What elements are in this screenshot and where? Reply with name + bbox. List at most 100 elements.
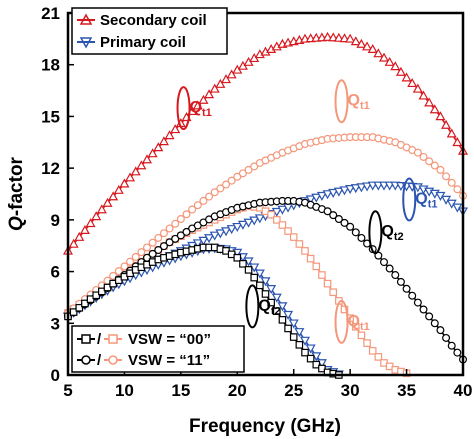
legend-slash: / [97,331,102,348]
x-tick-label-15: 15 [171,381,190,400]
data-point-33 [250,273,259,282]
data-point-53 [363,339,371,347]
x-tick-label-40: 40 [454,381,473,400]
data-point-69 [453,185,462,194]
data-point-38 [277,302,288,312]
data-point-23 [192,239,203,249]
data-point-46 [322,190,333,200]
data-point-8 [108,191,119,201]
legend-top: Secondary coil Primary coil [71,7,228,55]
x-tick-label-20: 20 [228,381,247,400]
data-point-32 [244,266,253,274]
data-point-67 [442,333,451,342]
data-point-11 [125,172,136,182]
data-point-36 [267,298,275,307]
data-point-60 [401,72,412,82]
data-point-10 [119,178,130,188]
y-tick-label-0: 0 [51,366,60,385]
data-point-49 [340,305,349,314]
data-point-59 [396,277,405,286]
data-point-54 [367,43,378,54]
data-point-25 [205,192,214,201]
data-point-57 [384,56,395,66]
data-point-18 [165,224,174,233]
data-point-34 [254,214,265,224]
legend-item-primary-coil: Primary coil [77,34,186,51]
annotation-0: Qt1 [176,86,212,131]
plot-annotations: Qt1 Qt1 Qt1 Qt2 Qt2 Qt1 [176,79,437,344]
data-point-26 [210,188,219,197]
data-point-66 [436,326,445,335]
data-point-12 [130,166,141,176]
data-point-42 [301,348,309,357]
data-point-50 [346,222,355,231]
data-point-29 [227,176,236,185]
annotation-ellipse-3 [368,210,383,255]
legend-marker-triangle-down [79,37,93,49]
data-point-26 [209,231,220,241]
data-point-42 [299,336,311,346]
x-tick-label-25: 25 [284,381,303,400]
data-point-50 [345,185,356,195]
data-point-47 [328,188,339,198]
data-point-39 [284,324,292,333]
data-point-46 [323,207,332,216]
data-point-12 [131,252,140,261]
data-point-51 [351,228,360,237]
legend-marker-circle-salmon [108,355,118,365]
data-point-18 [164,130,175,140]
annotation-label-5: Qt1 [348,313,370,333]
data-point-64 [425,157,434,166]
y-tick-label-3: 3 [51,314,60,333]
data-point-27 [216,184,225,193]
data-point-51 [351,322,360,331]
data-point-28 [220,74,232,84]
data-point-1 [68,238,79,248]
data-point-7 [102,197,113,207]
data-point-40 [289,233,298,241]
data-point-25 [204,234,215,244]
data-point-67 [441,119,452,129]
data-point-2 [74,231,85,241]
plot-frame [66,11,465,377]
data-point-24 [198,94,209,104]
data-point-68 [447,341,456,350]
annotation-label-2: Qt1 [415,190,437,210]
annotation-3: Qt2 [368,210,404,255]
legend-marker-triangle-up [79,13,93,25]
data-point-31 [239,260,247,268]
data-point-41 [294,328,305,338]
data-point-19 [170,124,181,134]
data-point-36 [267,210,275,219]
data-point-40 [288,319,299,329]
data-point-29 [226,225,237,235]
data-point-43 [306,254,315,263]
data-point-33 [250,162,259,171]
legend-item-vsw-00: / VSW = “00” [77,331,211,348]
data-point-50 [345,33,356,43]
data-point-22 [188,205,197,214]
data-point-20 [176,231,185,240]
data-point-47 [329,211,338,220]
data-point-58 [391,271,400,280]
data-point-10 [120,262,129,271]
data-point-2 [75,303,84,312]
data-point-69 [453,348,462,357]
data-point-25 [204,89,215,99]
data-point-20 [176,214,185,223]
data-point-60 [402,284,411,293]
data-point-13 [136,160,147,170]
legend-label-primary-coil: Primary coil [100,34,186,51]
data-point-14 [143,243,152,252]
data-point-19 [171,234,180,243]
legend-label-vsw-00: VSW = “00” [128,331,211,348]
data-point-32 [244,165,253,174]
data-point-35 [260,277,271,287]
data-point-66 [435,111,446,121]
legend-slash: / [97,352,102,369]
data-point-7 [103,283,112,292]
data-point-37 [272,307,281,316]
data-point-55 [373,48,384,58]
data-point-63 [419,152,428,161]
data-point-66 [436,165,445,174]
